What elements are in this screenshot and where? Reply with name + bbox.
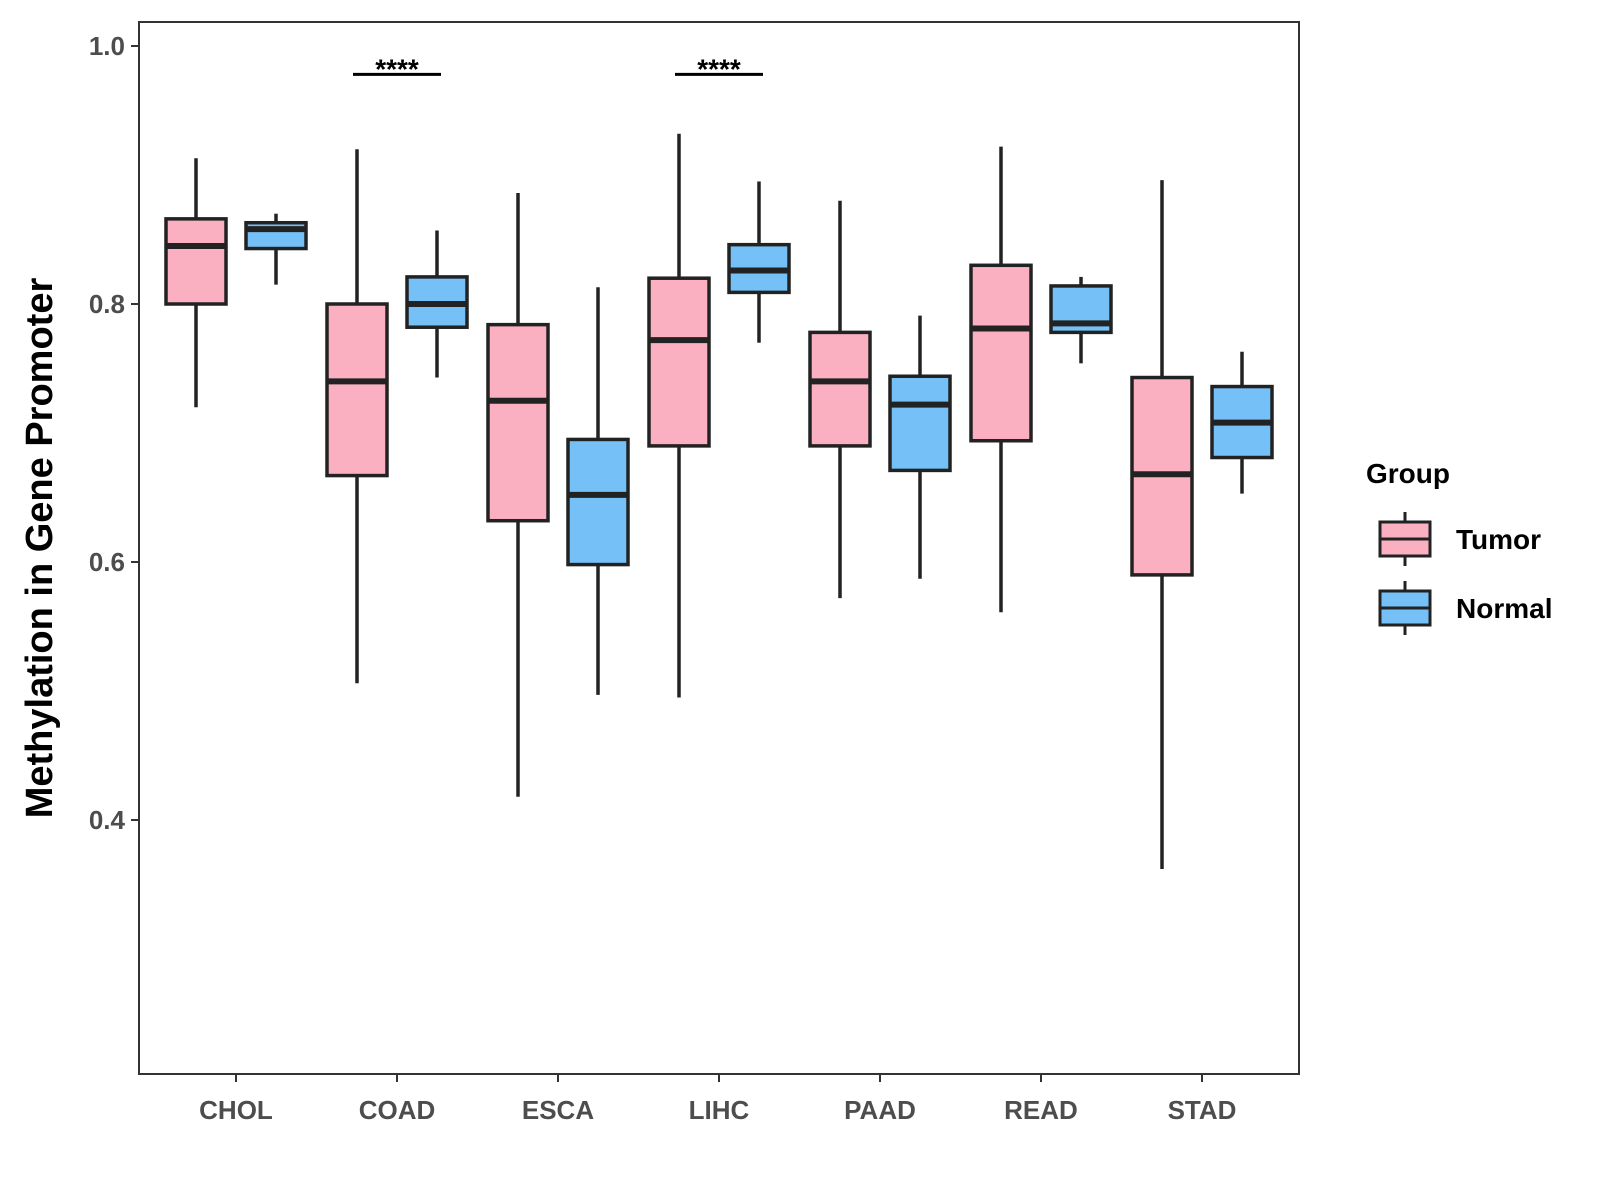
x-tick-label-esca: ESCA	[522, 1095, 594, 1125]
box-iqr	[486, 322, 550, 523]
significance-label: ****	[697, 53, 741, 84]
x-axis: CHOL COAD ESCA LIHC PAAD READ STAD	[199, 1074, 1236, 1125]
box-tumor-lihc	[647, 133, 711, 698]
y-tick-label: 0.6	[89, 547, 125, 577]
box-iqr	[325, 302, 389, 478]
box-iqr	[888, 374, 952, 473]
box-iqr	[969, 263, 1033, 443]
x-tick-label-paad: PAAD	[844, 1095, 916, 1125]
y-tick-label: 0.8	[89, 289, 125, 319]
x-tick-label-read: READ	[1004, 1095, 1078, 1125]
legend: Group Tumor Normal	[1366, 458, 1552, 635]
box-tumor-esca	[486, 193, 550, 797]
box-tumor-chol	[164, 158, 228, 408]
box-normal-coad	[405, 230, 469, 378]
legend-item-tumor: Tumor	[1378, 512, 1541, 566]
x-tick-label-coad: COAD	[359, 1095, 436, 1125]
box-normal-read	[1049, 276, 1113, 364]
plot-panel-border	[138, 21, 1300, 1075]
x-tick-label-lihc: LIHC	[689, 1095, 750, 1125]
legend-item-normal: Normal	[1378, 581, 1552, 635]
x-tick-label-chol: CHOL	[199, 1095, 273, 1125]
box-normal-paad	[888, 315, 952, 579]
box-tumor-paad	[808, 200, 872, 599]
box-normal-esca	[566, 287, 630, 695]
box-iqr	[647, 276, 711, 448]
box-normal-stad	[1210, 351, 1274, 494]
y-axis: 0.4 0.6 0.8 1.0	[89, 31, 139, 835]
y-tick-label: 1.0	[89, 31, 125, 61]
box-iqr	[808, 330, 872, 448]
legend-title: Group	[1366, 458, 1450, 489]
y-tick-label: 0.4	[89, 805, 126, 835]
box-tumor-read	[969, 146, 1033, 613]
x-tick-label-stad: STAD	[1168, 1095, 1237, 1125]
y-axis-title: Methylation in Gene Promoter	[19, 278, 61, 819]
box-iqr	[566, 437, 630, 567]
legend-label: Tumor	[1456, 524, 1541, 555]
box-tumor-stad	[1130, 180, 1194, 870]
annotations-layer: **** ****	[353, 53, 763, 84]
box-tumor-coad	[325, 149, 389, 684]
legend-label: Normal	[1456, 593, 1552, 624]
boxes-layer	[164, 133, 1274, 870]
box-normal-chol	[244, 213, 308, 285]
box-iqr	[164, 217, 228, 306]
significance-label: ****	[375, 53, 419, 84]
box-normal-lihc	[727, 181, 791, 343]
